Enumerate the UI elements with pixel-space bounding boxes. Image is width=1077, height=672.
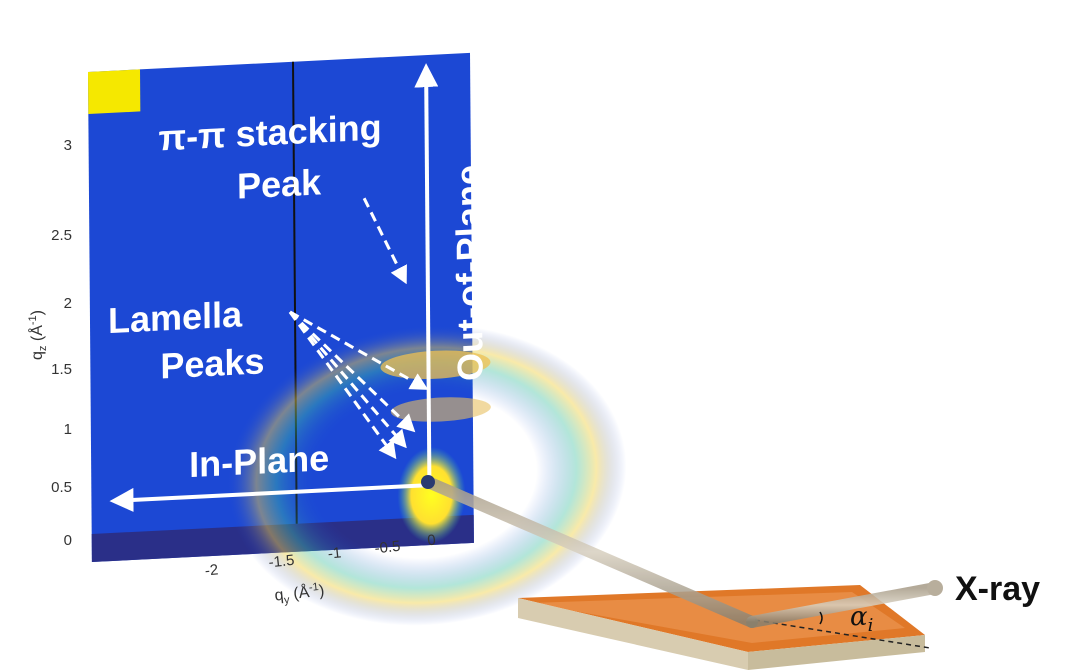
- y-tick-label: 0: [64, 532, 72, 549]
- y-axis-label: qz (Å-1): [27, 310, 49, 360]
- x-tick-label: -0.5: [374, 538, 401, 558]
- x-tick-label: -2: [204, 561, 219, 579]
- annotation: In-Plane: [189, 437, 329, 485]
- y-tick-label: 1.5: [51, 361, 72, 378]
- annotation: Peaks: [160, 340, 264, 386]
- giwaxs-diagram: π-π stacking Peak Lamella Peaks In-Plane…: [0, 0, 1077, 672]
- y-tick-label: 3: [64, 137, 72, 154]
- annotation: Out-of-Plane: [448, 164, 491, 382]
- y-tick-label: 2: [64, 295, 72, 312]
- x-tick-label: 0: [426, 532, 436, 550]
- x-tick-label: -1.5: [268, 552, 295, 572]
- annotation: Lamella: [108, 293, 243, 341]
- detector-panel: π-π stacking Peak Lamella Peaks In-Plane…: [88, 45, 628, 642]
- colorbar-max-square: [88, 69, 140, 114]
- y-tick-label: 1: [64, 421, 72, 438]
- annotation: Peak: [237, 161, 322, 206]
- xray-label: X-ray: [955, 570, 1040, 608]
- y-tick-label: 0.5: [51, 479, 72, 496]
- x-tick-label: -1: [327, 544, 342, 562]
- y-tick-label: 2.5: [51, 227, 72, 244]
